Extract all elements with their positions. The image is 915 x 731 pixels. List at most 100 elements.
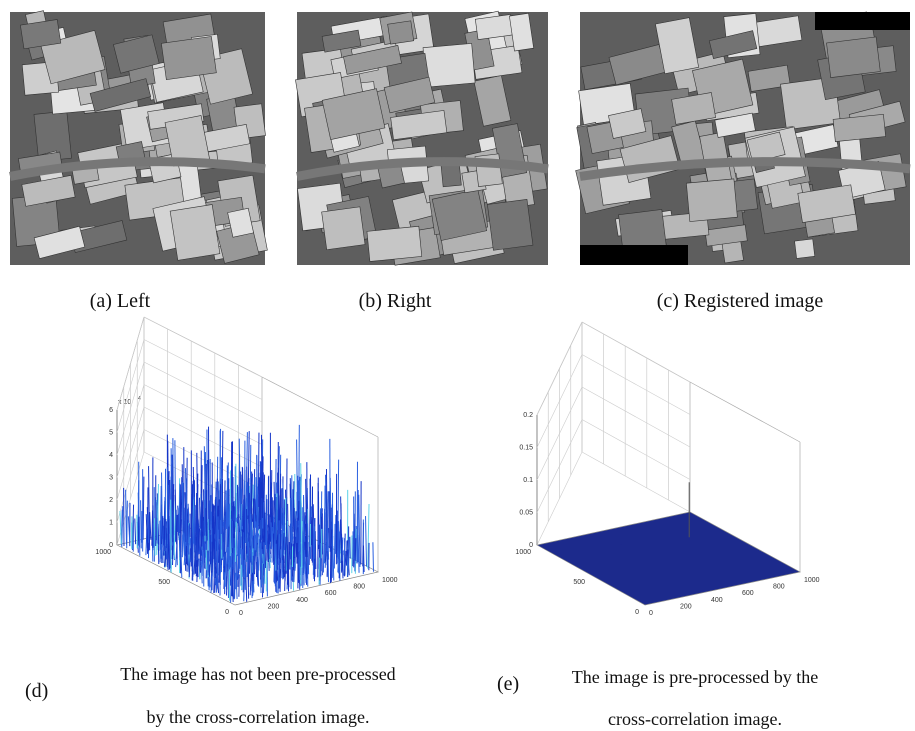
figure: (a) Left (b) Right (c) Registered image …: [0, 0, 915, 731]
caption: (b) Right: [359, 290, 432, 312]
x-tick-label: 600: [325, 590, 337, 597]
building: [170, 204, 220, 260]
aerial-photo: [10, 11, 267, 265]
x-tick-label: 200: [680, 603, 692, 610]
y-tick-label: 0: [635, 609, 639, 616]
z-tick-label: 2: [109, 497, 113, 504]
surface-spike: [366, 516, 367, 567]
grid-line: [144, 340, 262, 400]
surface-spike: [279, 520, 280, 565]
border-mask: [580, 245, 688, 265]
x-tick-label: 0: [239, 610, 243, 617]
surface-spike: [291, 543, 292, 564]
surface-spike: [325, 486, 326, 564]
grid-line: [144, 362, 262, 422]
surface-spike: [307, 523, 308, 555]
z-tick-label: 0.1: [523, 477, 533, 484]
surface-spike: [288, 563, 289, 591]
building: [833, 114, 886, 141]
surface-spike: [225, 512, 226, 554]
z-tick-label: 0: [109, 542, 113, 549]
surface-spike: [223, 523, 224, 557]
y-tick-label: 0: [225, 609, 229, 616]
axis-edge: [690, 382, 800, 442]
page: {"images": [ {"caption": "(a) Left"}, {"…: [0, 0, 915, 731]
caption: The image has not been pre-processed: [120, 664, 395, 684]
grid-line: [582, 420, 690, 480]
grid-line: [582, 355, 690, 415]
grid-line: [144, 385, 262, 445]
x-tick-label: 800: [773, 584, 785, 591]
building: [487, 199, 533, 250]
x-tick-label: 400: [711, 597, 723, 604]
surface-spike: [289, 542, 290, 570]
surface-spike: [256, 531, 257, 551]
x-tick-label: 1000: [804, 577, 820, 584]
x-tick-label: 1000: [382, 577, 398, 584]
surface-spike: [135, 518, 136, 544]
building: [388, 21, 414, 44]
z-tick-label: 3: [109, 475, 113, 482]
surface-spike: [239, 454, 240, 522]
building: [423, 43, 475, 87]
caption: cross-correlation image.: [608, 709, 782, 729]
surface-spike: [304, 495, 305, 585]
building: [795, 239, 815, 258]
surface-spike: [152, 510, 153, 545]
surface-spike: [126, 490, 127, 545]
floor: [537, 512, 800, 605]
surface-spike: [213, 531, 214, 560]
caption: The image is pre-processed by the: [572, 667, 818, 687]
x-tick-label: 200: [268, 603, 280, 610]
building: [367, 226, 422, 261]
surface-spike: [268, 535, 269, 559]
surface-spike: [355, 538, 356, 561]
border-mask: [815, 12, 910, 30]
building: [161, 36, 216, 79]
surface-spike: [204, 489, 205, 568]
surface-spike: [250, 574, 251, 595]
caption: (a) Left: [90, 290, 151, 312]
surface-spike: [227, 488, 228, 529]
z-tick-label: 0.15: [519, 445, 533, 452]
surface-spike: [246, 575, 247, 602]
surface-spike: [363, 545, 364, 572]
photos: [10, 11, 910, 266]
building: [686, 179, 737, 222]
surface-spike: [233, 521, 234, 557]
grid-line: [582, 322, 690, 382]
caption: by the cross-correlation image.: [147, 707, 370, 727]
surface-spike: [334, 524, 335, 569]
x-tick-label: 0: [649, 610, 653, 617]
grid-line: [582, 387, 690, 447]
surface-spike: [174, 501, 175, 560]
surface-spike: [255, 550, 256, 574]
z-tick-label: 0.2: [523, 412, 533, 419]
surface-spike: [262, 529, 263, 549]
x-tick-label: 800: [353, 584, 365, 591]
surface-spike: [141, 500, 142, 548]
z-tick-label: 0.05: [519, 510, 533, 517]
caption-label: (e): [497, 673, 519, 695]
caption: (c) Registered image: [657, 290, 824, 312]
aerial-photo: [295, 11, 548, 265]
grid-line: [144, 317, 262, 377]
surface-spike: [206, 550, 207, 570]
surface-spike: [155, 518, 156, 555]
caption-label: (d): [25, 680, 48, 702]
surface-spike: [120, 511, 121, 544]
grid-line: [144, 407, 262, 467]
building: [827, 37, 881, 78]
z-tick-label: 0: [529, 542, 533, 549]
y-tick-label: 1000: [515, 549, 531, 556]
building: [322, 207, 365, 250]
surface-spike: [308, 551, 309, 574]
surface-spike: [373, 542, 374, 571]
z-tick-label: 5: [109, 430, 113, 437]
z-tick-label: 1: [109, 520, 113, 527]
axis-edge: [262, 377, 378, 437]
surface-spike: [262, 456, 263, 518]
surface-spike: [171, 500, 172, 573]
y-tick-label: 1000: [95, 549, 111, 556]
surface-spike: [218, 499, 219, 529]
